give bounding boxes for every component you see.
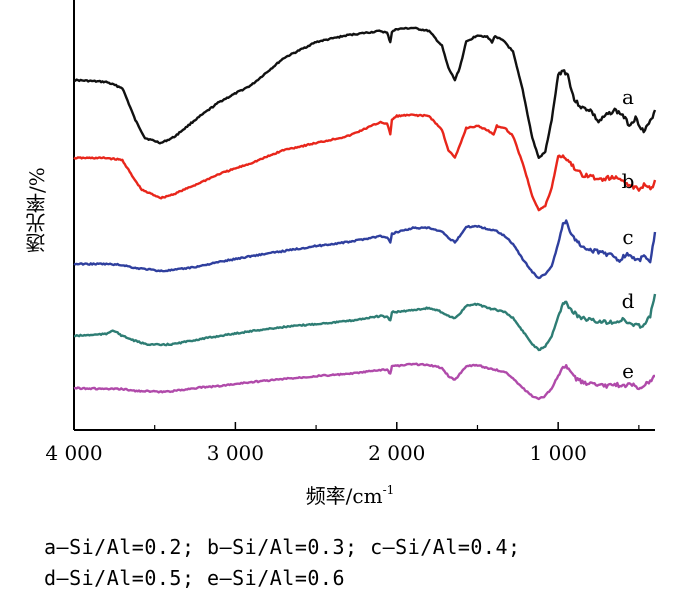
series-line-a [73, 26, 657, 159]
labels-layer: 4 000 3 000 2 000 1 000 频率/cm-1 a b c d e [45, 85, 634, 508]
caption-line-1: a—Si/Al=0.2; b—Si/Al=0.3; c—Si/Al=0.4; [44, 535, 521, 559]
series-line-d [74, 293, 657, 352]
x-axis-label: 频率/cm-1 [306, 483, 395, 508]
x-tick-label: 2 000 [368, 441, 425, 465]
series-line-c [73, 219, 657, 280]
caption-line-2: d—Si/Al=0.5; e—Si/Al=0.6 [44, 566, 345, 590]
series-label-b: b [622, 169, 635, 193]
x-tick-label: 4 000 [45, 441, 102, 465]
y-axis-label: 透光率/% [25, 167, 49, 253]
series-line-b [73, 113, 657, 212]
series-label-d: d [622, 289, 635, 313]
x-tick-label: 1 000 [530, 441, 587, 465]
axes [73, 0, 655, 431]
series-label-e: e [622, 359, 634, 383]
series-line-e [73, 362, 655, 401]
series-label-a: a [622, 85, 634, 109]
x-tick-label: 3 000 [207, 441, 264, 465]
series-layer [73, 26, 657, 401]
series-label-c: c [622, 225, 633, 249]
